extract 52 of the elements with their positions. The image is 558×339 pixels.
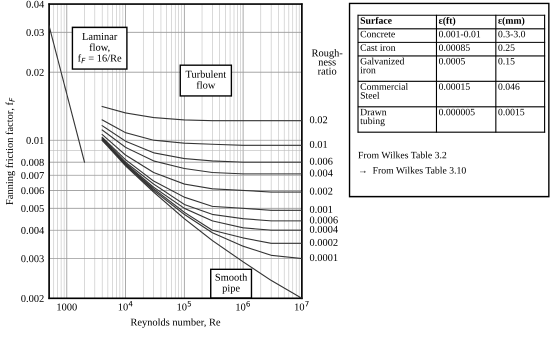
y-tick-label: 0.004 [21, 226, 44, 234]
y-tick-label: 0.02 [26, 68, 44, 76]
y-tick-label: 0.006 [21, 187, 44, 194]
series-label: 0.006 [310, 158, 333, 165]
text: 0.0005 [438, 58, 465, 65]
annotation: Laminar flow, f$_{F}$ = 16/Re [78, 32, 122, 64]
category-label: ε(ft) [438, 16, 456, 26]
text: 0.25 [498, 44, 515, 51]
series-label: 0.02 [310, 116, 328, 124]
text: 0.000005 [438, 108, 475, 116]
category-label: Concrete [360, 30, 395, 38]
text: 0.15 [498, 58, 515, 65]
series-label: Smooth pipe [216, 273, 248, 294]
y-axis-title: Fanning friction factor, f$_{F}$ [6, 98, 16, 205]
text: 0.001-0.01 [438, 30, 480, 38]
y-tick-label: 0.005 [21, 205, 44, 212]
series-label: 0.0004 [310, 226, 338, 233]
category-label: Drawn tubing [360, 108, 386, 126]
text: 0.046 [498, 83, 520, 90]
y-tick-label: 0.003 [21, 255, 44, 262]
series-label: 0.001 [310, 206, 332, 213]
x-tick-label: 10$^{4}$ [118, 301, 133, 310]
series-label: 0.0002 [310, 238, 338, 246]
x-axis-title: Reynolds number, Re [130, 318, 220, 328]
y-tick-label: 0.007 [21, 172, 44, 180]
x-tick-label: 10$^{5}$ [177, 301, 192, 310]
series-label: 0.004 [310, 169, 333, 177]
category-label: Commercial Steel [360, 83, 408, 99]
y-tick-label: 0.04 [26, 0, 44, 8]
category-label: ε(mm) [498, 16, 524, 26]
category-label: Galvanized iron [360, 58, 404, 74]
x-tick-label: 10$^{7}$ [295, 301, 309, 310]
text: 0.00015 [438, 83, 470, 90]
text: 0.0015 [498, 108, 524, 116]
text: From Wilkes Table 3.2 [358, 152, 446, 158]
series-label: 0.01 [310, 140, 328, 148]
x-tick-label: 10$^{6}$ [236, 301, 250, 311]
category-label: Surface [360, 16, 392, 24]
text: 0.00085 [438, 44, 470, 51]
legend-title: Rough- ness ratio [312, 49, 342, 75]
text: 0.3-3.0 [498, 30, 526, 38]
series-label: 0.0006 [310, 216, 338, 224]
y-tick-label: 0.01 [26, 136, 44, 144]
text: → From Wilkes Table 3.10 [360, 166, 466, 174]
y-tick-label: 0.008 [21, 158, 44, 166]
annotation: Turbulent flow [186, 70, 226, 89]
y-tick-label: 0.03 [26, 29, 44, 36]
series-label: 0.002 [310, 188, 332, 195]
y-tick-label: 0.002 [21, 295, 44, 302]
category-label: Cast iron [360, 44, 396, 51]
x-tick-label: 1000 [57, 303, 77, 311]
series-label: 0.0001 [310, 254, 338, 262]
